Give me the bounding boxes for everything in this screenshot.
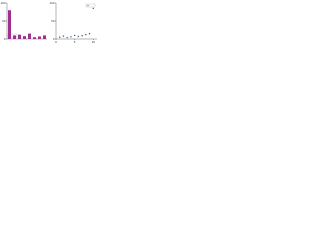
bar <box>8 10 11 39</box>
x-tick-label: 0 <box>55 40 57 44</box>
x-tick-label: 5 <box>74 40 76 44</box>
point <box>81 35 83 37</box>
y-tick-label: 100 <box>49 1 54 5</box>
y-tick-label: 0 <box>4 37 6 41</box>
bar <box>13 35 16 39</box>
legend-box <box>85 3 96 8</box>
bar <box>28 33 31 39</box>
y-tick-label: 0 <box>53 37 55 41</box>
background <box>0 0 100 45</box>
bar <box>43 35 46 39</box>
bar <box>33 37 36 39</box>
y-tick-label: 50 <box>51 19 55 23</box>
point <box>92 7 94 10</box>
point <box>77 35 80 38</box>
point <box>62 35 65 37</box>
bar <box>18 34 21 39</box>
legend-swatch <box>87 4 89 7</box>
point <box>85 33 87 36</box>
page: {"chart_data": [ {"type": "bar", "catego… <box>0 0 100 45</box>
point <box>70 36 72 38</box>
y-tick-label: 100 <box>0 1 5 5</box>
point <box>66 36 68 39</box>
bar <box>23 36 26 39</box>
bar <box>38 36 41 39</box>
y-tick-label: 50 <box>2 19 6 23</box>
point <box>73 34 76 37</box>
point <box>88 32 91 35</box>
point <box>59 36 61 38</box>
x-tick-label: 10 <box>92 40 96 44</box>
